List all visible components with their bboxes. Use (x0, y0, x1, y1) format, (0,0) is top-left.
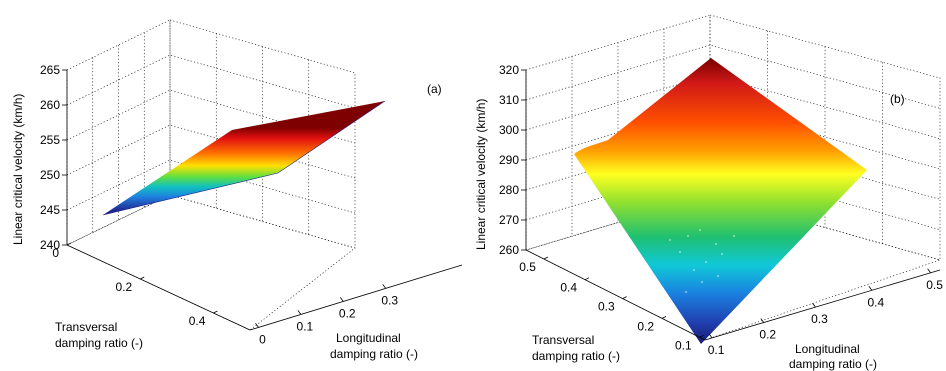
panel-a-y-tick-label: 0.2 (116, 280, 133, 294)
panel-a-grid-line (66, 159, 356, 214)
panel-a-grid-line (66, 54, 356, 109)
panel-a-z-tick-label: 245 (40, 203, 60, 217)
panel-a-surface (103, 101, 385, 215)
panel-a-y-label-line2: damping ratio (-) (55, 336, 143, 350)
panel-a-x-label-line2: damping ratio (-) (330, 347, 418, 361)
panel-a-z-ticks: 240 245 250 255 260 265 (40, 63, 67, 252)
panel-a-x-axis (249, 264, 463, 331)
panel-b-y-tick-mark (584, 277, 590, 281)
panel-b-y-tick-label: 0.1 (675, 338, 692, 352)
panel-b-y-label-line1: Transversal (532, 333, 594, 347)
panel-b-z-ticks: 260 270 280 290 300 310 320 (499, 63, 526, 257)
panel-b-z-tick-label: 260 (499, 243, 519, 257)
panel-b-grid-line (525, 44, 941, 109)
panel-b-z-label: Linear critical velocity (km/h) (474, 99, 488, 250)
panel-b-z-tick-label: 320 (499, 63, 519, 77)
panel-a-y-label-line1: Transversal (55, 320, 117, 334)
panel-b-surface-speckle (669, 229, 735, 293)
panel-a-z-tick-label: 250 (40, 168, 60, 182)
panel-a-grid-line (66, 124, 356, 179)
panel-b-surface-speckle-dot (721, 253, 723, 255)
panel-a-y-tick-label: 0.4 (189, 314, 206, 328)
panel-b-x-tick-label: 0.3 (811, 312, 828, 326)
panel-b-surface-speckle-dot (699, 229, 701, 231)
panel-b-x-tick-label: 0.1 (708, 343, 725, 357)
panel-b-grid-line (525, 104, 941, 170)
panel-a-y-tick-mark (66, 242, 72, 246)
panel-b-surface-speckle-dot (705, 261, 707, 263)
panel-b-x-tick-label: 0.2 (759, 328, 776, 342)
panel-b-x-tick-mark (927, 268, 931, 274)
panel-a-z-tick-label: 240 (40, 238, 60, 252)
panel-b-surface-speckle-dot (715, 243, 717, 245)
panel-a-grid-line (66, 89, 356, 144)
panel-b-y-tick-mark (543, 256, 549, 260)
panel-b-y-tick-label: 0.2 (637, 319, 654, 333)
panel-b-surface-speckle-dot (693, 269, 695, 271)
panel-b-z-tick-label: 300 (499, 123, 519, 137)
panel-a-x-label-line1: Longitudinal (336, 331, 401, 345)
panel-b-grid-line (525, 74, 941, 139)
panel-a-x-ticks: 0 0.1 0.2 0.3 (255, 284, 398, 346)
panel-b: 260 270 280 290 300 310 320 0.1 0.2 0.3 0.4 0.5 0.… (474, 14, 943, 371)
panel-b-surface-speckle-dot (733, 235, 735, 237)
panel-a-z-tick-label: 260 (40, 98, 60, 112)
panel-a-x-tick-mark (382, 284, 386, 289)
panel-a-x-tick-mark (255, 323, 259, 328)
panel-b-z-tick-label: 270 (499, 213, 519, 227)
panel-b-y-tick-mark (622, 296, 627, 299)
panel-a-x-tick-mark (339, 297, 344, 302)
panel-a: 240 245 250 255 260 265 0 0.2 0.4 0 0.1 0.2 0.3 Li… (11, 19, 463, 361)
panel-b-label: (b) (890, 92, 905, 106)
panel-a-z-label: Linear critical velocity (km/h) (11, 94, 25, 245)
panel-b-y-tick-label: 0.3 (598, 300, 615, 314)
panel-b-y-tick-label: 0.4 (560, 281, 577, 295)
panel-b-y-tick-mark (699, 334, 704, 338)
panel-b-x-tick-mark (760, 318, 765, 323)
panel-b-x-label-line2: damping ratio (-) (789, 357, 877, 371)
panel-a-surface-edge (102, 100, 386, 216)
panel-a-x-tick-mark (297, 310, 302, 315)
panel-b-z-tick-label: 280 (499, 183, 519, 197)
panel-a-z-tick-label: 265 (40, 63, 60, 77)
panel-b-y-axis (525, 249, 706, 341)
panel-b-x-tick-mark (708, 333, 713, 339)
panel-b-grid-line (525, 164, 941, 230)
panel-b-y-label-line2: damping ratio (-) (532, 349, 620, 363)
panel-b-y-tick-label: 0.5 (519, 260, 536, 274)
panel-b-y-tick-mark (661, 316, 667, 319)
panel-b-z-tick-label: 310 (499, 93, 519, 107)
panel-b-surface-speckle-dot (679, 251, 681, 253)
panel-b-x-tick-label: 0.5 (926, 278, 943, 292)
panel-b-grid-line (525, 134, 941, 200)
panel-a-y-tick-label: 0 (52, 246, 59, 260)
panel-b-z-tick-label: 290 (499, 153, 519, 167)
panel-b-surface-speckle-dot (685, 291, 687, 293)
panel-a-y-tick-mark (140, 276, 145, 280)
panel-b-surface-speckle-dot (717, 275, 719, 277)
panel-a-x-tick-label: 0.1 (297, 319, 314, 333)
panel-b-x-tick-mark (868, 286, 873, 291)
panel-b-x-tick-label: 0.4 (868, 295, 885, 309)
panel-a-x-tick-label: 0.2 (339, 306, 356, 320)
panel-a-y-ticks: 0 0.2 0.4 (52, 242, 218, 328)
panel-b-surface-speckle-dot (669, 239, 671, 241)
panel-a-x-tick-label: 0 (259, 332, 266, 346)
panel-b-surface-speckle-dot (701, 281, 703, 283)
panel-a-z-tick-label: 255 (40, 133, 60, 147)
panel-a-y-axis (66, 244, 251, 331)
panel-a-y-tick-mark (213, 310, 218, 314)
panel-b-surface (574, 58, 867, 344)
panel-b-x-ticks: 0.1 0.2 0.3 0.4 0.5 (708, 268, 943, 357)
panel-b-x-tick-mark (812, 302, 816, 308)
panel-b-x-axis (704, 269, 941, 341)
panel-a-label: (a) (427, 82, 442, 96)
panel-b-x-label-line1: Longitudinal (795, 342, 860, 356)
panel-a-x-tick-label: 0.3 (381, 293, 398, 307)
panel-b-y-ticks: 0.1 0.2 0.3 0.4 0.5 (519, 256, 704, 352)
panel-b-surface-speckle-dot (687, 235, 689, 237)
